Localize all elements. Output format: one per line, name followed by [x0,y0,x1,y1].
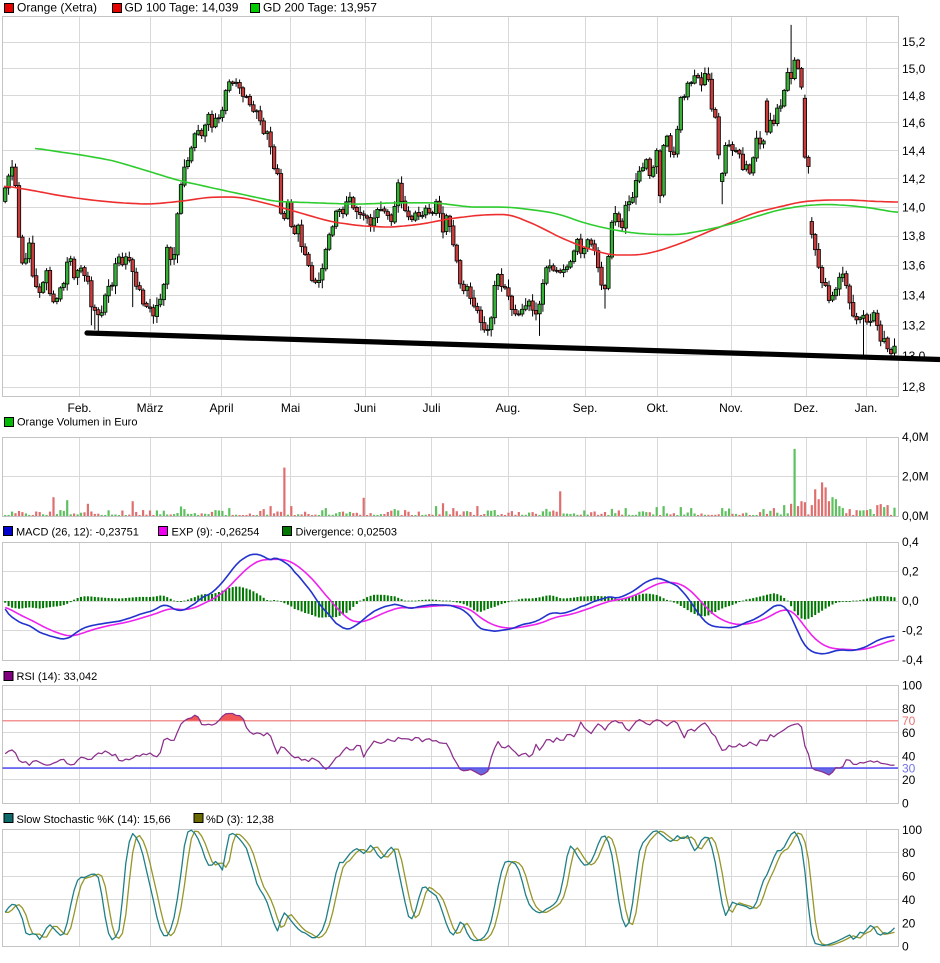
svg-text:80: 80 [902,846,916,860]
svg-text:-0,2: -0,2 [902,624,923,638]
svg-text:100: 100 [902,679,922,693]
svg-text:MACD (26, 12): -0,23751: MACD (26, 12): -0,23751 [16,527,139,539]
svg-text:60: 60 [902,870,916,884]
svg-text:12,8: 12,8 [902,380,926,394]
svg-text:14,8: 14,8 [902,89,926,103]
svg-text:4,0M: 4,0M [902,430,929,444]
svg-text:Jan.: Jan. [855,401,878,415]
svg-text:80: 80 [902,702,916,716]
svg-text:70: 70 [902,714,916,728]
svg-text:13,8: 13,8 [902,229,926,243]
svg-text:0,0M: 0,0M [902,509,929,523]
svg-text:%D (3): 12,38: %D (3): 12,38 [206,814,274,826]
svg-text:15,0: 15,0 [902,62,926,76]
svg-text:14,0: 14,0 [902,200,926,214]
svg-text:2,0M: 2,0M [902,470,929,484]
svg-text:14,2: 14,2 [902,172,926,186]
svg-text:0,2: 0,2 [902,565,919,579]
svg-text:40: 40 [902,750,916,764]
svg-text:20: 20 [902,916,916,930]
svg-text:60: 60 [902,726,916,740]
svg-text:0,4: 0,4 [902,535,919,549]
svg-text:Orange (Xetra): Orange (Xetra) [17,1,97,15]
svg-text:Nov.: Nov. [719,401,743,415]
svg-text:März: März [137,401,164,415]
svg-text:40: 40 [902,893,916,907]
svg-text:-0,4: -0,4 [902,653,923,667]
svg-text:20: 20 [902,773,916,787]
svg-text:April: April [209,401,233,415]
svg-text:Orange Volumen in Euro: Orange Volumen in Euro [17,417,137,429]
svg-text:Okt.: Okt. [646,401,668,415]
svg-text:13,2: 13,2 [902,319,926,333]
svg-text:14,4: 14,4 [902,144,926,158]
svg-text:Slow Stochastic %K (14): 15,66: Slow Stochastic %K (14): 15,66 [17,814,171,826]
svg-text:0,0: 0,0 [902,594,919,608]
svg-text:Feb.: Feb. [67,401,91,415]
svg-text:100: 100 [902,823,922,837]
svg-text:Juni: Juni [354,401,376,415]
svg-text:14,6: 14,6 [902,116,926,130]
svg-text:Sep.: Sep. [573,401,598,415]
svg-text:0: 0 [902,940,909,954]
svg-text:Dez.: Dez. [794,401,819,415]
svg-text:RSI (14): 33,042: RSI (14): 33,042 [17,671,98,683]
svg-text:15,2: 15,2 [902,35,926,49]
svg-text:Aug.: Aug. [496,401,521,415]
svg-text:EXP (9): -0,26254: EXP (9): -0,26254 [172,527,260,539]
svg-text:30: 30 [902,761,916,775]
svg-text:13,4: 13,4 [902,288,926,302]
svg-text:13,6: 13,6 [902,259,926,273]
svg-text:0: 0 [902,797,909,811]
svg-text:Mai: Mai [281,401,300,415]
svg-text:GD 100 Tage: 14,039: GD 100 Tage: 14,039 [125,1,239,15]
svg-text:Juli: Juli [422,401,440,415]
svg-text:GD 200 Tage: 13,957: GD 200 Tage: 13,957 [263,1,377,15]
svg-text:Divergence: 0,02503: Divergence: 0,02503 [296,527,398,539]
